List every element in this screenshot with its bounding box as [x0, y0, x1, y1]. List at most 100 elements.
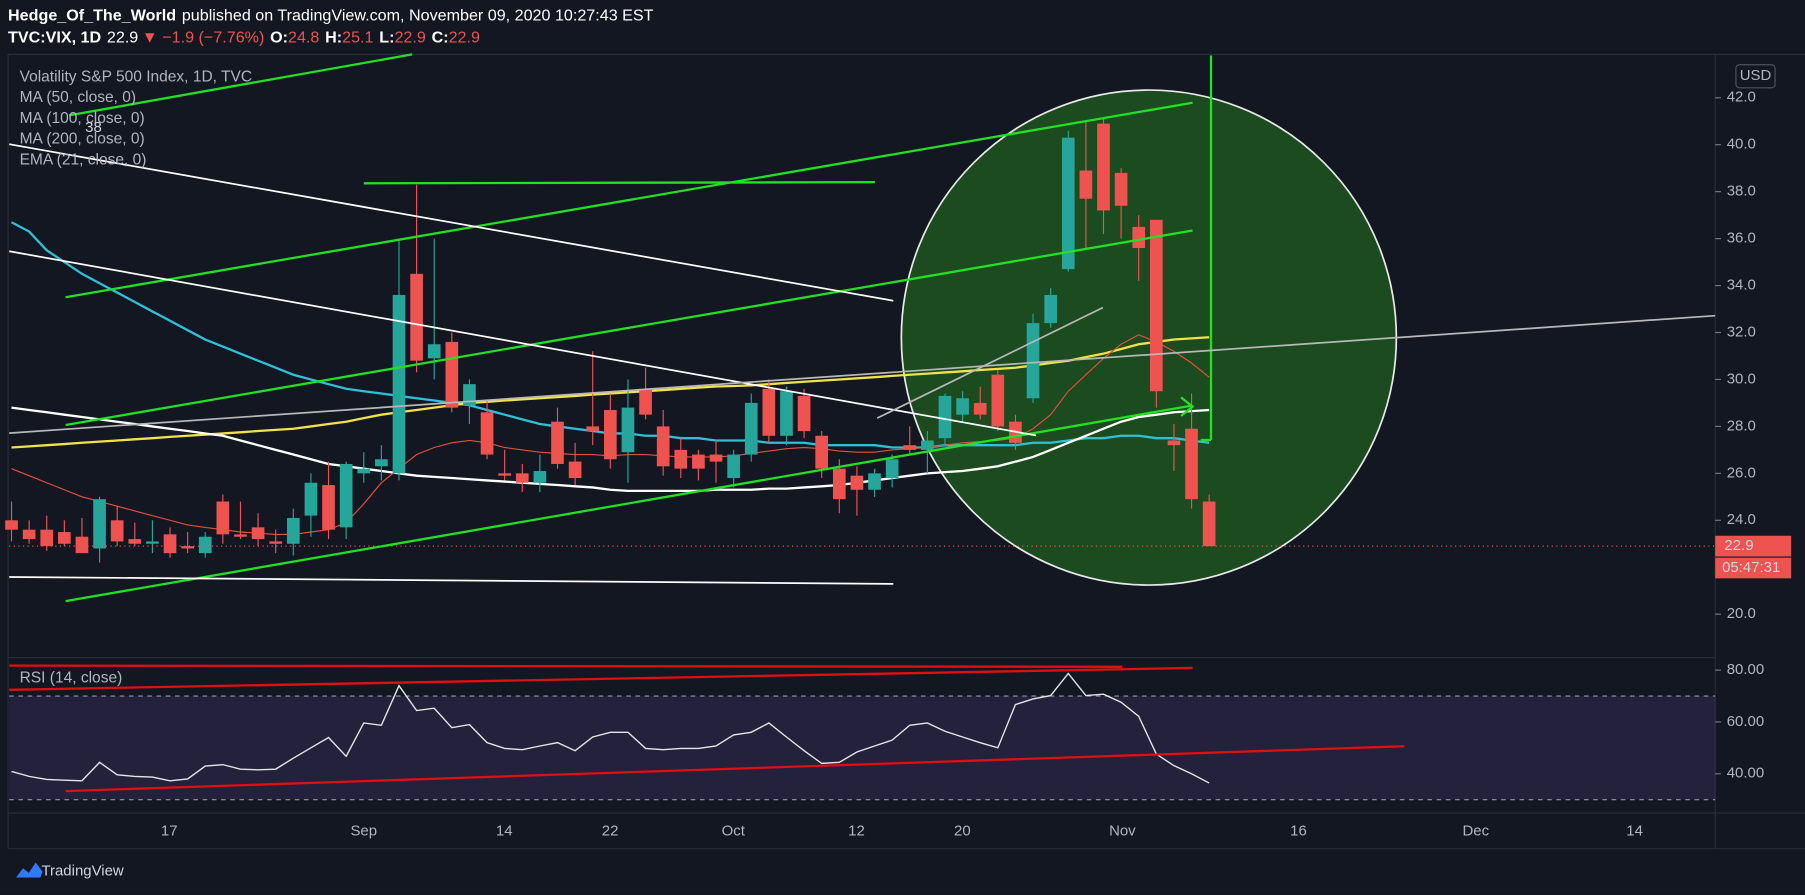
- candle-body: [762, 388, 776, 436]
- y-tick-label: 34.0: [1727, 277, 1756, 294]
- y-tick-label: 24.0: [1727, 511, 1756, 528]
- candle-body: [938, 395, 952, 439]
- candle-body: [110, 520, 124, 542]
- background-drawings: [900, 89, 1398, 586]
- legend-entry: EMA (21, close, 0): [20, 151, 147, 168]
- low-value: 22.9: [394, 29, 425, 47]
- candle-body: [533, 470, 547, 483]
- candle-body: [1149, 219, 1163, 392]
- change: −1.9 (−7.76%): [162, 29, 264, 47]
- candle-body: [322, 485, 335, 530]
- trendline: [65, 404, 1193, 603]
- candle-body: [586, 426, 600, 432]
- candle-body: [515, 473, 529, 483]
- candle-body: [128, 539, 142, 544]
- y-tick-label: 30.0: [1727, 370, 1756, 387]
- currency-box: [1735, 64, 1776, 89]
- x-tick-label: 14: [496, 822, 513, 839]
- candle-body: [621, 407, 635, 453]
- last-close: 22.9: [107, 29, 138, 47]
- y-tick-label: 40.0: [1727, 136, 1756, 153]
- y-tick-label: 20.0: [1727, 605, 1756, 622]
- candle-body: [40, 529, 54, 547]
- x-tick-label: Oct: [722, 822, 746, 839]
- candle-body: [656, 426, 670, 467]
- trendline: [9, 250, 1037, 437]
- brand: TradingView: [41, 863, 123, 880]
- arrow: [1180, 396, 1195, 417]
- candle-body: [832, 468, 846, 500]
- candle-body: [815, 435, 829, 469]
- trendline: [9, 576, 894, 585]
- candle-body: [956, 398, 969, 415]
- logo-icon: [16, 862, 43, 878]
- candle-body: [551, 421, 564, 464]
- symbol: TVC:VIX, 1D: [8, 29, 101, 47]
- candle-body: [286, 517, 300, 544]
- x-tick-label: 14: [1626, 822, 1643, 839]
- candle-body: [93, 499, 106, 549]
- trendline: [363, 181, 875, 185]
- trendline: [65, 101, 1193, 299]
- candle-body: [692, 454, 705, 469]
- published: published on TradingView.com, November 0…: [182, 7, 654, 25]
- candle-body: [58, 532, 71, 544]
- candle-body: [868, 473, 881, 490]
- candle-body: [146, 541, 159, 544]
- candle-body: [639, 388, 652, 415]
- candle-body: [375, 459, 388, 467]
- highlight-circle: [900, 89, 1398, 586]
- candle-body: [1185, 428, 1198, 500]
- currency: USD: [1740, 67, 1772, 84]
- y-tick-label: 36.0: [1727, 230, 1756, 247]
- x-tick-label: Sep: [350, 822, 377, 839]
- y-tick-label: 38.0: [1727, 183, 1756, 200]
- x-tick-label: 17: [161, 822, 178, 839]
- trendline: [9, 314, 1716, 434]
- candle-body: [357, 468, 371, 474]
- countdown-box: [1715, 557, 1792, 579]
- pane-title: Volatility S&P 500 Index, 1D, TVC: [20, 69, 253, 86]
- candle-body: [991, 374, 1005, 427]
- candle-body: [198, 536, 212, 554]
- y-tick-label: 60.00: [1727, 713, 1764, 730]
- axes: 20.022.024.026.028.030.032.034.036.038.0…: [20, 69, 1792, 839]
- publish-line: Hedge_Of_The_World published on TradingVi…: [8, 7, 654, 25]
- candle-body: [1097, 123, 1110, 211]
- countdown: 05:47:31: [1722, 559, 1780, 576]
- rsi-trendline: [9, 666, 1193, 691]
- candle-body: [568, 461, 582, 479]
- candle-body: [973, 402, 987, 415]
- candle-body: [903, 445, 917, 450]
- candle-body: [1061, 137, 1075, 270]
- y-tick-label: 32.0: [1727, 323, 1756, 340]
- trendline: [876, 306, 1104, 419]
- close-label: C:: [432, 29, 449, 47]
- rsi-trendline: [9, 664, 1123, 668]
- candle-body: [75, 536, 89, 554]
- candle-body: [1132, 226, 1146, 249]
- candle-body: [445, 341, 459, 408]
- candle-body: [234, 534, 247, 537]
- x-tick-label: 12: [848, 822, 865, 839]
- candle-body: [427, 344, 441, 359]
- change-arrow: ▼: [142, 29, 158, 47]
- legend-entry: MA (50, close, 0): [20, 89, 137, 106]
- trend-drawings: [9, 53, 1716, 793]
- candle-body: [22, 529, 36, 540]
- trendline: [65, 229, 1193, 427]
- candle-body: [727, 454, 740, 479]
- candle-body: [709, 454, 723, 462]
- y-tick-label: 28.0: [1727, 417, 1756, 434]
- close-value: 22.9: [449, 29, 480, 47]
- candle-body: [1167, 440, 1181, 446]
- candle-body: [480, 412, 494, 455]
- open-value: 24.8: [288, 29, 319, 47]
- candle-body: [850, 475, 864, 490]
- last-price-label: 22.9: [1724, 537, 1753, 554]
- y-tick-label: 26.0: [1727, 464, 1756, 481]
- candle-body: [744, 402, 758, 455]
- candle-body: [163, 534, 177, 554]
- last-price-box: [1715, 535, 1792, 557]
